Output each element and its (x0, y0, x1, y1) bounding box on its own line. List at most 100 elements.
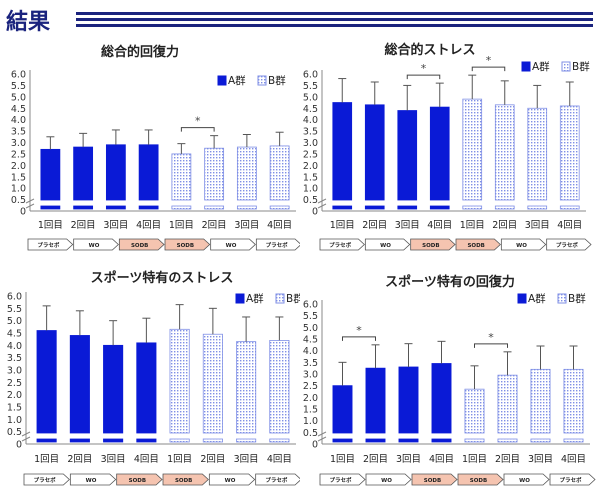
x-tick-label: 1回目 (330, 220, 355, 231)
phase-arrow (411, 473, 458, 486)
x-tick-label: 2回目 (200, 454, 225, 465)
bar (462, 98, 483, 201)
y-tick-label: 5.0 (303, 323, 318, 334)
bar (494, 104, 515, 201)
x-tick-label: 3回目 (234, 454, 259, 465)
phase-label: SODB (424, 478, 441, 484)
bar (398, 366, 419, 434)
axis-break-mark (25, 203, 35, 209)
y-tick-label: 4.0 (303, 346, 318, 357)
axis-break-mark (21, 436, 31, 442)
bar (364, 104, 385, 201)
bar (138, 144, 159, 201)
phase-arrow (500, 238, 547, 251)
x-tick-label: 4回目 (557, 220, 582, 231)
chart-title: スポーツ特有の回復力 (385, 274, 515, 290)
y-tick-label: 0 (312, 207, 318, 218)
x-tick-label: 4回目 (429, 454, 454, 465)
legend-swatch-b (275, 293, 285, 304)
y-tick-label: 5.5 (7, 304, 22, 315)
phase-label: プラセボ (266, 241, 289, 249)
bar-base (105, 205, 126, 210)
significance-bracket (406, 74, 441, 80)
y-tick-label: 4.5 (303, 104, 318, 115)
chart-1: 総合的回復力 00.51.01.52.02.53.03.54.04.55.05.5… (11, 44, 302, 251)
y-tick-label: 2.0 (11, 161, 26, 172)
bar-base (397, 205, 418, 210)
x-tick-label: 3回目 (528, 454, 553, 465)
phase-arrow (162, 473, 209, 486)
bar (236, 146, 257, 201)
phase-label: プラセボ (34, 476, 57, 484)
y-tick-label: 0.5 (7, 427, 22, 438)
x-tick-label: 1回目 (169, 220, 194, 231)
significance-star: * (486, 54, 492, 67)
bar (40, 148, 61, 201)
y-tick-label: 3.5 (7, 353, 22, 364)
chart-panel-4: スポーツ特有の回復力 0 0.5 1.0 1.5 2.0 2.5 3.0 3.5 4.0 4.5 5.… (300, 264, 599, 498)
phase-arrow (210, 238, 256, 251)
legend-label-b: B群 (286, 292, 300, 305)
legend-swatch-b (557, 293, 567, 304)
x-tick-label: 1回目 (167, 454, 192, 465)
bar-base (332, 438, 353, 443)
bar (431, 363, 452, 434)
chart-title: スポーツ特有のストレス (91, 270, 234, 286)
bar-base (269, 205, 290, 210)
legend-swatch-a (517, 293, 527, 304)
bar-base (73, 205, 94, 210)
bar (169, 328, 190, 434)
bar (497, 374, 518, 434)
bar (530, 368, 551, 434)
bar-base (431, 438, 452, 443)
bar (269, 340, 290, 434)
phase-label: SODB (177, 243, 194, 249)
x-tick-label: 1回目 (34, 454, 59, 465)
y-tick-label: 3.0 (303, 370, 318, 381)
y-tick-label: 5.0 (11, 92, 26, 103)
bar-base (530, 438, 551, 443)
y-tick-label: 0 (16, 440, 22, 451)
y-tick-label: 2.5 (303, 381, 318, 392)
phase-label: SODB (129, 478, 146, 484)
y-tick-label: 1.5 (303, 405, 318, 416)
y-tick-label: 1.5 (303, 172, 318, 183)
bar (202, 333, 223, 434)
bar (397, 110, 418, 201)
bar-base (136, 438, 157, 443)
bar-base (494, 205, 515, 210)
y-tick-label: 4.0 (11, 115, 26, 126)
x-tick-label: 2回目 (71, 220, 96, 231)
x-tick-label: 2回目 (495, 454, 520, 465)
bar-base (527, 205, 548, 210)
bar (332, 102, 353, 201)
bar-base (171, 205, 192, 210)
bar-base (236, 438, 257, 443)
x-tick-label: 3回目 (101, 454, 126, 465)
x-tick-label: 4回目 (267, 454, 292, 465)
y-tick-label: 1.0 (7, 415, 22, 426)
phase-arrow (410, 238, 456, 251)
bar (429, 106, 450, 201)
bar-base (269, 438, 290, 443)
y-tick-label: 3.0 (7, 366, 22, 377)
phase-arrow (208, 473, 256, 486)
phase-arrow (546, 238, 592, 251)
y-tick-label: 1.0 (303, 416, 318, 427)
x-tick-label: 4回目 (561, 454, 586, 465)
axis-break-mark (317, 436, 327, 442)
phase-label: SODB (131, 243, 148, 249)
bar (563, 368, 584, 434)
phase-arrow (455, 238, 501, 251)
legend-label-b: B群 (572, 60, 590, 73)
bar-base (332, 205, 353, 210)
y-tick-label: 2.5 (303, 149, 318, 160)
y-tick-label: 6.0 (303, 300, 318, 311)
x-tick-label: 2回目 (363, 454, 388, 465)
y-tick-label: 6.0 (303, 70, 318, 81)
phase-arrow (503, 473, 550, 486)
x-tick-label: 3回目 (525, 220, 550, 231)
header-rule (76, 12, 593, 30)
bar (171, 153, 192, 201)
phase-label: WO (86, 478, 97, 484)
